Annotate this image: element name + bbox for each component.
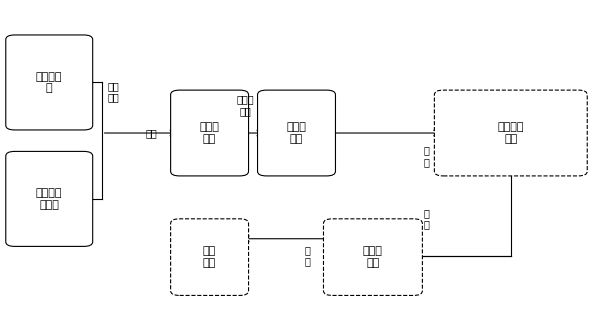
Text: 离
心: 离 心 (423, 208, 429, 230)
Text: 过滤: 过滤 (146, 128, 157, 138)
FancyBboxPatch shape (6, 151, 93, 246)
Text: 金属氧化
物: 金属氧化 物 (36, 72, 62, 93)
Text: 取离心
底物: 取离心 底物 (363, 246, 383, 268)
FancyBboxPatch shape (171, 90, 249, 176)
Text: 锡盐的酸
性溶液: 锡盐的酸 性溶液 (36, 188, 62, 210)
Text: 自
洗: 自 洗 (304, 245, 310, 266)
Text: 取固体
物质: 取固体 物质 (200, 122, 220, 144)
FancyBboxPatch shape (258, 90, 335, 176)
Text: 水洗至
中性: 水洗至 中性 (237, 95, 254, 116)
Text: 既得
产物: 既得 产物 (203, 246, 216, 268)
Text: 混
合: 混 合 (423, 145, 429, 167)
FancyBboxPatch shape (324, 219, 422, 295)
Text: 取固体
物质: 取固体 物质 (287, 122, 307, 144)
FancyBboxPatch shape (171, 219, 249, 295)
Text: 混合
均匀: 混合 均匀 (108, 81, 119, 102)
Text: 石墨烯悬
浊液: 石墨烯悬 浊液 (497, 122, 524, 144)
FancyBboxPatch shape (434, 90, 587, 176)
FancyBboxPatch shape (6, 35, 93, 130)
